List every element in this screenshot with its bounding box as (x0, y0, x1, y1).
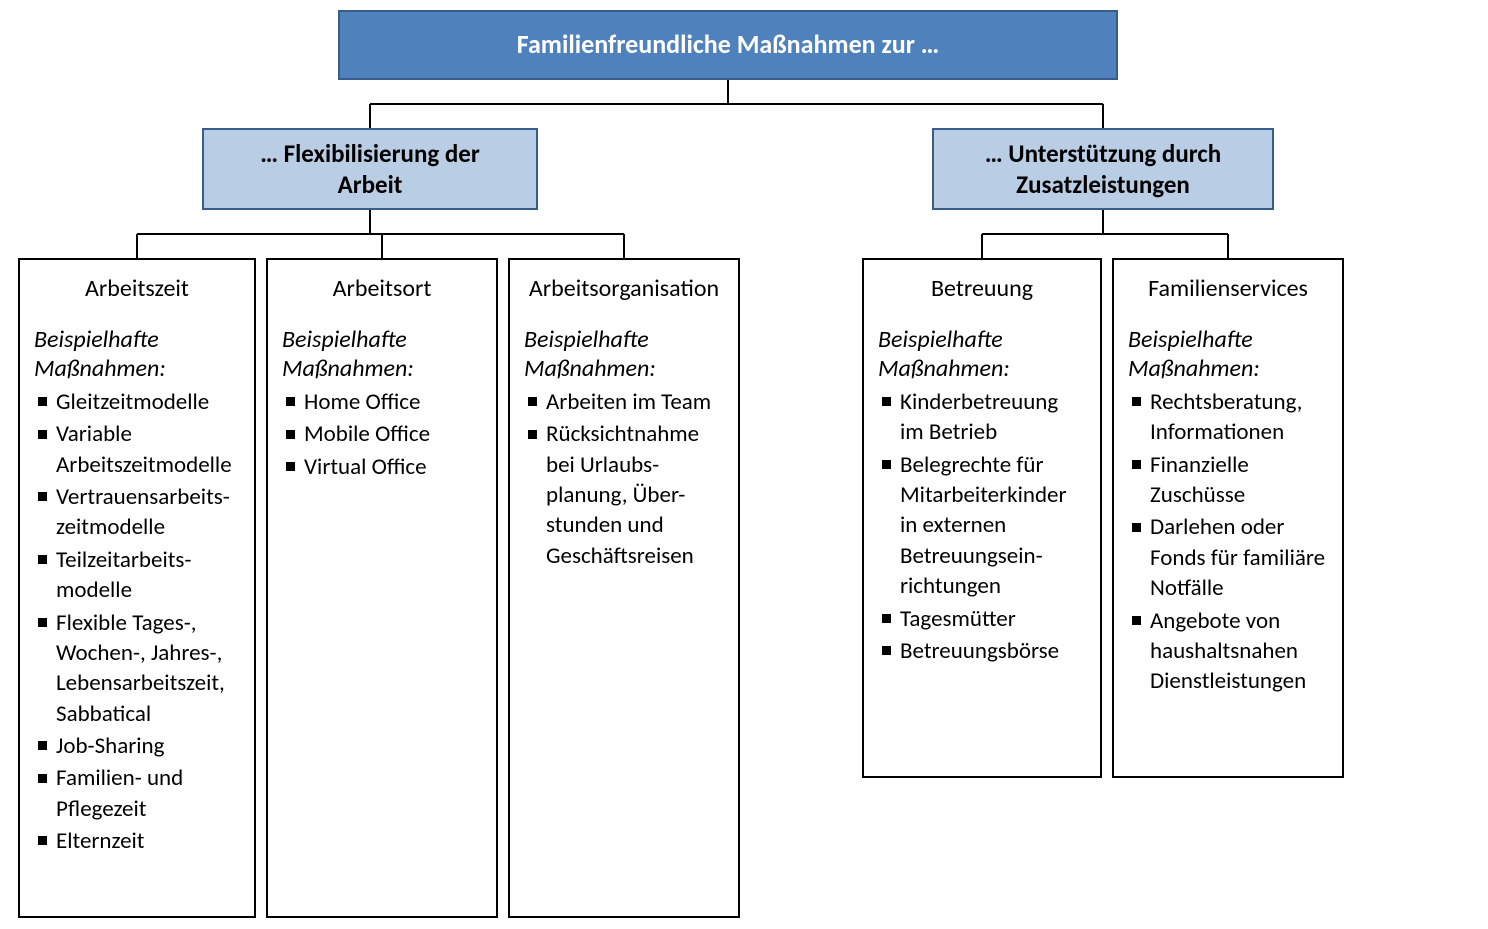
leaf-item: Home Office (282, 387, 482, 417)
root-node: Familienfreundliche Maßnahmen zur … (338, 10, 1118, 80)
branch-node-flex: … Flexibilisierung der Arbeit (202, 128, 538, 210)
leaf-item: Elternzeit (34, 826, 240, 856)
leaf-item-list: Kinderbetreuung im BetriebBelegrechte fü… (878, 387, 1086, 666)
leaf-node: Familienservices Beispielhafte Maßnahmen:… (1112, 258, 1344, 778)
leaf-item: Arbeiten im Team (524, 387, 724, 417)
leaf-item: Angebote von haushaltsnahen Dienstleistu… (1128, 606, 1328, 697)
branch-node-label: … Unterstützung durch Zusatzleistungen (985, 138, 1221, 201)
leaf-item: Mobile Office (282, 419, 482, 449)
leaf-item: Rechtsberatung, Informationen (1128, 387, 1328, 448)
leaf-item: Virtual Office (282, 452, 482, 482)
leaf-item: Vertrauensarbeits-zeitmodelle (34, 482, 240, 543)
leaf-subheading: Beispielhafte Maßnahmen: (34, 325, 240, 383)
leaf-item: Darlehen oder Fonds für familiäre Notfäl… (1128, 512, 1328, 603)
leaf-item: Betreuungsbörse (878, 636, 1086, 666)
leaf-title: Arbeitsorganisation (524, 274, 724, 303)
leaf-item: Variable Arbeitszeitmodelle (34, 419, 240, 480)
leaf-node: Betreuung Beispielhafte Maßnahmen:Kinderb… (862, 258, 1102, 778)
leaf-item: Job-Sharing (34, 731, 240, 761)
branch-node-support: … Unterstützung durch Zusatzleistungen (932, 128, 1274, 210)
leaf-item-list: Home OfficeMobile OfficeVirtual Office (282, 387, 482, 482)
leaf-subheading: Beispielhafte Maßnahmen: (282, 325, 482, 383)
leaf-title: Betreuung (878, 274, 1086, 303)
leaf-item: Belegrechte für Mitarbeiterkinder in ext… (878, 450, 1086, 602)
branch-node-label: … Flexibilisierung der Arbeit (260, 138, 480, 201)
leaf-subheading: Beispielhafte Maßnahmen: (524, 325, 724, 383)
leaf-item: Gleitzeitmodelle (34, 387, 240, 417)
leaf-item: Kinderbetreuung im Betrieb (878, 387, 1086, 448)
leaf-node: Arbeitsorganisation Beispielhafte Maßnahm… (508, 258, 740, 918)
leaf-item: Tagesmütter (878, 604, 1086, 634)
leaf-item: Teilzeitarbeits-modelle (34, 545, 240, 606)
leaf-subheading: Beispielhafte Maßnahmen: (878, 325, 1086, 383)
leaf-item: Familien- und Pflegezeit (34, 763, 240, 824)
leaf-title: Familienservices (1128, 274, 1328, 303)
leaf-item-list: GleitzeitmodelleVariable Arbeitszeitmode… (34, 387, 240, 856)
leaf-item: Rücksichtnahme bei Urlaubs-planung, Über… (524, 419, 724, 571)
leaf-title: Arbeitsort (282, 274, 482, 303)
leaf-title: Arbeitszeit (34, 274, 240, 303)
leaf-item-list: Rechtsberatung, InformationenFinanzielle… (1128, 387, 1328, 697)
leaf-item: Flexible Tages-, Wochen-, Jahres-, Leben… (34, 608, 240, 729)
leaf-item-list: Arbeiten im TeamRücksichtnahme bei Urlau… (524, 387, 724, 571)
leaf-item: Finanzielle Zuschüsse (1128, 450, 1328, 511)
root-node-label: Familienfreundliche Maßnahmen zur … (517, 28, 940, 62)
leaf-node: ArbeitsortBeispielhafte Maßnahmen:Home O… (266, 258, 498, 918)
leaf-subheading: Beispielhafte Maßnahmen: (1128, 325, 1328, 383)
leaf-node: ArbeitszeitBeispielhafte Maßnahmen:Gleit… (18, 258, 256, 918)
